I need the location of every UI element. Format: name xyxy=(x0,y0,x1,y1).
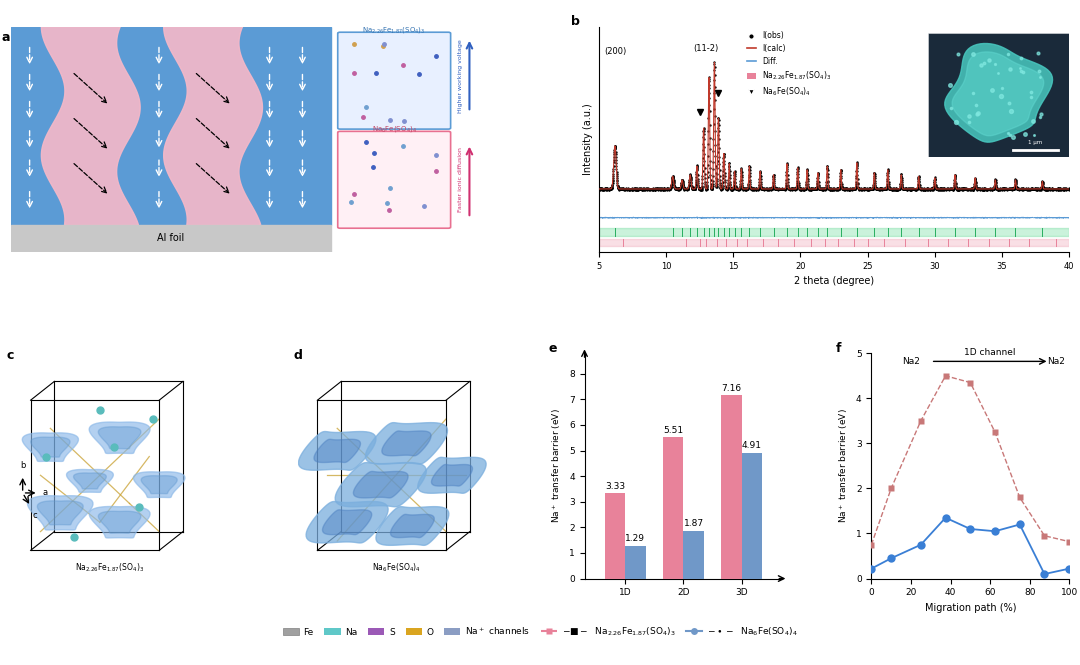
Polygon shape xyxy=(431,465,472,486)
X-axis label: Migration path (%): Migration path (%) xyxy=(924,603,1016,613)
Text: c: c xyxy=(32,511,37,520)
Text: Na$_6$Fe(SO$_4$)$_4$: Na$_6$Fe(SO$_4$)$_4$ xyxy=(373,561,421,574)
Bar xyxy=(721,395,742,579)
Text: 5.51: 5.51 xyxy=(663,426,684,435)
Text: d: d xyxy=(294,348,302,362)
Bar xyxy=(11,225,330,252)
Polygon shape xyxy=(27,495,93,530)
Bar xyxy=(742,453,762,579)
Polygon shape xyxy=(418,458,486,493)
Text: Faster ionic diffusion: Faster ionic diffusion xyxy=(458,148,462,212)
Text: (11-2): (11-2) xyxy=(693,44,719,53)
Text: Higher working voltage: Higher working voltage xyxy=(458,39,462,113)
Text: (200): (200) xyxy=(604,47,626,56)
Text: Al foil: Al foil xyxy=(157,233,185,243)
Polygon shape xyxy=(98,511,140,533)
Bar xyxy=(625,545,646,579)
FancyBboxPatch shape xyxy=(338,132,450,228)
Text: 3.33: 3.33 xyxy=(605,481,625,491)
Polygon shape xyxy=(134,472,185,497)
Polygon shape xyxy=(23,433,79,462)
Polygon shape xyxy=(382,431,431,456)
Legend: I(obs), I(calc), Diff., Na$_{2.26}$Fe$_{1.87}$(SO$_4$)$_3$, Na$_6$Fe(SO$_4$)$_4$: I(obs), I(calc), Diff., Na$_{2.26}$Fe$_{… xyxy=(744,28,834,102)
Polygon shape xyxy=(335,463,427,507)
Polygon shape xyxy=(323,510,372,535)
FancyBboxPatch shape xyxy=(338,32,450,129)
X-axis label: 2 theta (degree): 2 theta (degree) xyxy=(794,276,874,286)
Text: f: f xyxy=(836,342,841,355)
Text: a: a xyxy=(1,31,10,44)
Polygon shape xyxy=(365,423,447,464)
Polygon shape xyxy=(41,27,140,225)
Text: b: b xyxy=(21,462,25,470)
Text: 1D channel: 1D channel xyxy=(964,348,1016,357)
Polygon shape xyxy=(90,422,150,454)
Polygon shape xyxy=(306,501,388,543)
Legend: Fe, Na, S, O, Na$^+$ channels, $-\blacksquare-$  Na$_{2.26}$Fe$_{1.87}$(SO$_4$)$: Fe, Na, S, O, Na$^+$ channels, $-\blacks… xyxy=(283,625,797,638)
Polygon shape xyxy=(141,475,177,493)
Text: Na2: Na2 xyxy=(902,357,920,366)
Text: 1.29: 1.29 xyxy=(625,534,646,543)
Y-axis label: Na$^+$ transfer barrier (eV): Na$^+$ transfer barrier (eV) xyxy=(551,408,564,523)
Polygon shape xyxy=(164,27,262,225)
Polygon shape xyxy=(38,501,83,525)
Polygon shape xyxy=(67,469,113,492)
Polygon shape xyxy=(314,440,361,462)
Bar xyxy=(684,531,704,579)
Bar xyxy=(663,438,684,579)
Text: b: b xyxy=(570,15,580,29)
Bar xyxy=(598,239,1069,247)
Text: a: a xyxy=(42,488,48,497)
Polygon shape xyxy=(376,507,449,545)
Text: Na$_{2.26}$Fe$_{1.87}$(SO$_4$)$_3$: Na$_{2.26}$Fe$_{1.87}$(SO$_4$)$_3$ xyxy=(76,561,145,574)
Text: 7.16: 7.16 xyxy=(721,384,742,393)
Text: e: e xyxy=(549,342,557,355)
Bar xyxy=(11,27,330,225)
Polygon shape xyxy=(73,473,106,489)
Polygon shape xyxy=(98,427,140,449)
Text: 4.91: 4.91 xyxy=(742,442,761,450)
Text: 1.87: 1.87 xyxy=(684,519,704,528)
Bar xyxy=(605,493,625,579)
Text: Na$_{2.26}$Fe$_{1.87}$(SO$_4$)$_3$: Na$_{2.26}$Fe$_{1.87}$(SO$_4$)$_3$ xyxy=(363,25,426,35)
Text: Na2: Na2 xyxy=(1048,357,1065,366)
Y-axis label: Intensity (a.u.): Intensity (a.u.) xyxy=(583,103,593,175)
Polygon shape xyxy=(90,507,150,538)
Polygon shape xyxy=(30,437,70,457)
Text: Na$_6$Fe(SO$_4$)$_4$: Na$_6$Fe(SO$_4$)$_4$ xyxy=(372,124,417,134)
Polygon shape xyxy=(391,514,434,537)
Text: c: c xyxy=(6,348,14,362)
Polygon shape xyxy=(298,432,376,470)
Polygon shape xyxy=(353,471,408,498)
Y-axis label: Na$^+$ transfer barrier (eV): Na$^+$ transfer barrier (eV) xyxy=(838,408,850,523)
Bar xyxy=(598,228,1069,235)
